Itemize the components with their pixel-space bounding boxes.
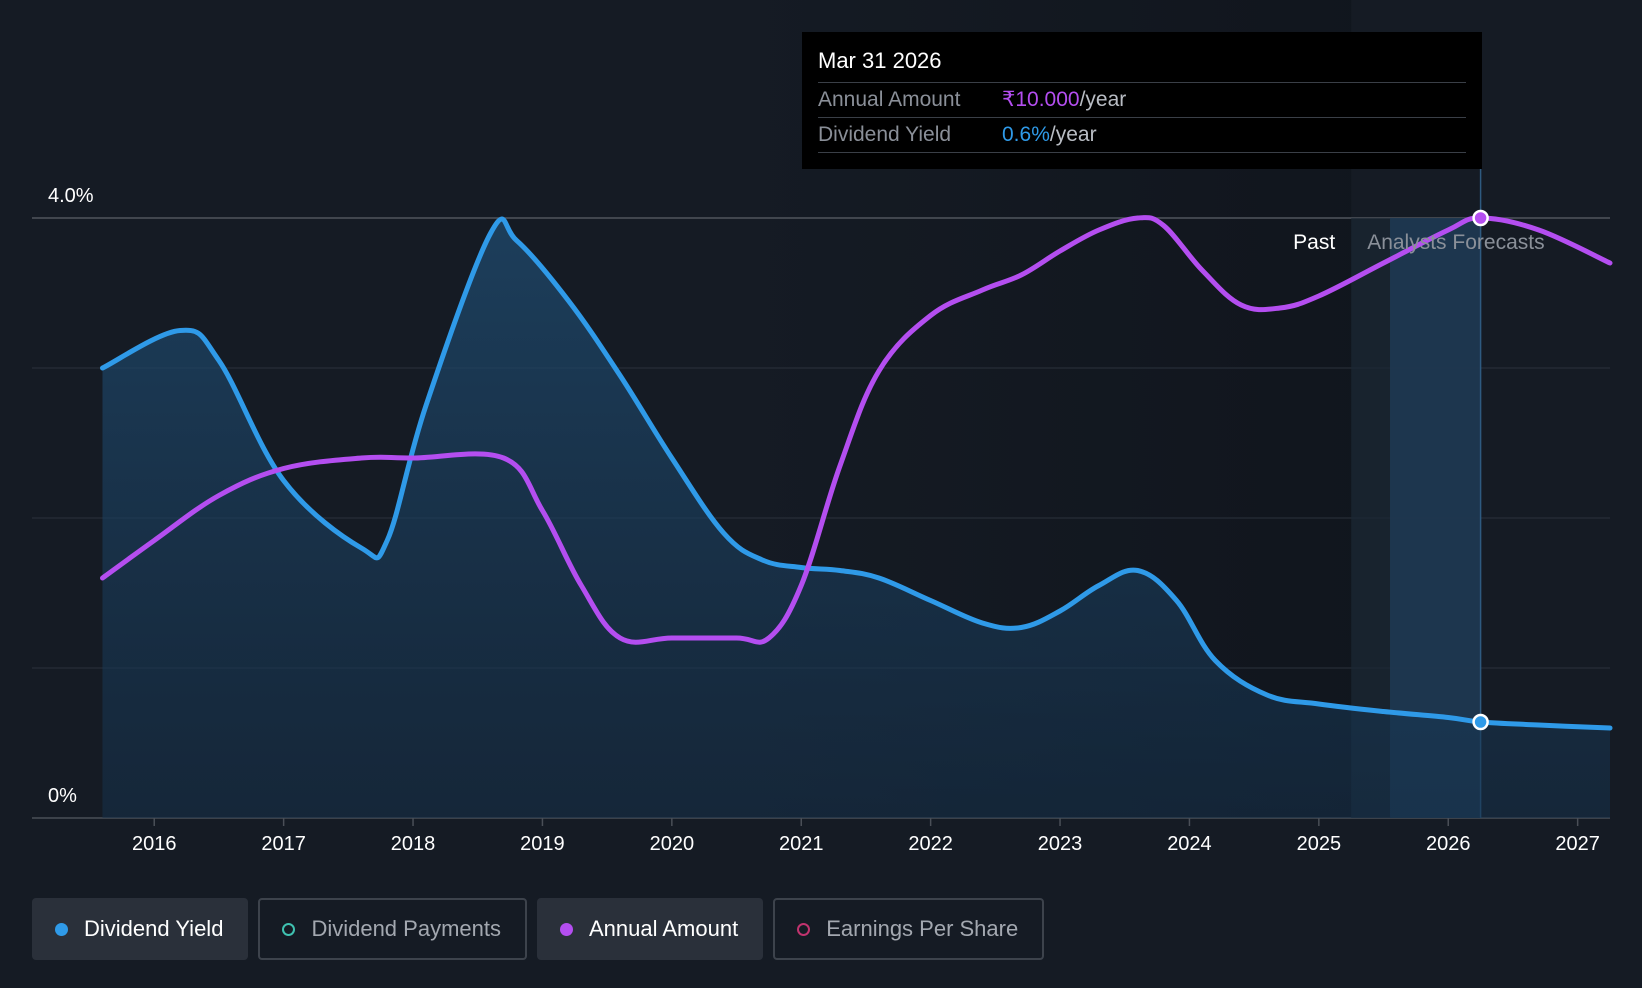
ring-dot-icon <box>282 922 296 936</box>
tooltip-row-dividend-yield: Dividend Yield 0.6% /year <box>818 117 1466 153</box>
chart-tooltip: Mar 31 2026 Annual Amount ₹10.000 /year … <box>802 32 1482 169</box>
dividend-yield-marker <box>1472 713 1489 731</box>
tooltip-label: Annual Amount <box>818 88 961 111</box>
tooltip-value: ₹10.000 <box>1002 88 1080 111</box>
legend-dividend-payments-button[interactable]: Dividend Payments <box>258 898 527 960</box>
x-tick-label: 2022 <box>908 833 953 855</box>
y-tick-label: 4.0% <box>48 185 94 207</box>
legend-label: Dividend Payments <box>311 916 501 941</box>
x-tick-label: 2019 <box>520 833 565 855</box>
annual-amount-marker <box>1472 209 1489 227</box>
filled-dot-icon <box>55 922 68 936</box>
filled-dot-icon <box>559 922 573 936</box>
x-tick-label: 2016 <box>132 833 177 855</box>
annual-amount-line <box>100 215 1613 645</box>
legend-earnings-per-share-button[interactable]: Earnings Per Share <box>773 898 1045 960</box>
dividend-yield-area <box>102 219 1610 819</box>
x-tick-label: 2026 <box>1426 833 1471 855</box>
legend-annual-amount-button[interactable]: Annual Amount <box>536 898 764 960</box>
ring-dot-icon <box>797 922 811 936</box>
legend-dividend-yield-button[interactable]: Dividend Yield <box>32 898 249 960</box>
forecast-label: Analysts Forecasts <box>1367 231 1544 254</box>
x-tick-label: 2017 <box>261 833 306 855</box>
chart-legend: Dividend Yield Dividend Payments Annual … <box>32 898 1045 960</box>
y-tick-label: 0% <box>48 785 77 807</box>
tooltip-value: 0.6% <box>1002 123 1050 146</box>
tooltip-label: Dividend Yield <box>818 123 952 146</box>
x-tick-label: 2025 <box>1297 833 1342 855</box>
tooltip-date: Mar 31 2026 <box>818 48 942 73</box>
past-label: Past <box>1293 231 1335 254</box>
legend-label: Earnings Per Share <box>826 916 1019 941</box>
x-tick-label: 2023 <box>1038 833 1083 855</box>
dividend-yield-line <box>100 216 1613 731</box>
tooltip-row-annual-amount: Annual Amount ₹10.000 /year <box>818 82 1466 117</box>
tooltip-unit: /year <box>1079 88 1127 111</box>
x-tick-label: 2021 <box>779 833 824 855</box>
legend-label: Dividend Yield <box>84 916 224 941</box>
x-tick-label: 2024 <box>1167 833 1212 855</box>
x-tick-label: 2018 <box>391 833 436 855</box>
legend-label: Annual Amount <box>588 916 739 941</box>
x-tick-label: 2020 <box>650 833 695 855</box>
tooltip-unit: /year <box>1049 123 1097 146</box>
x-tick-label: 2027 <box>1555 833 1600 855</box>
